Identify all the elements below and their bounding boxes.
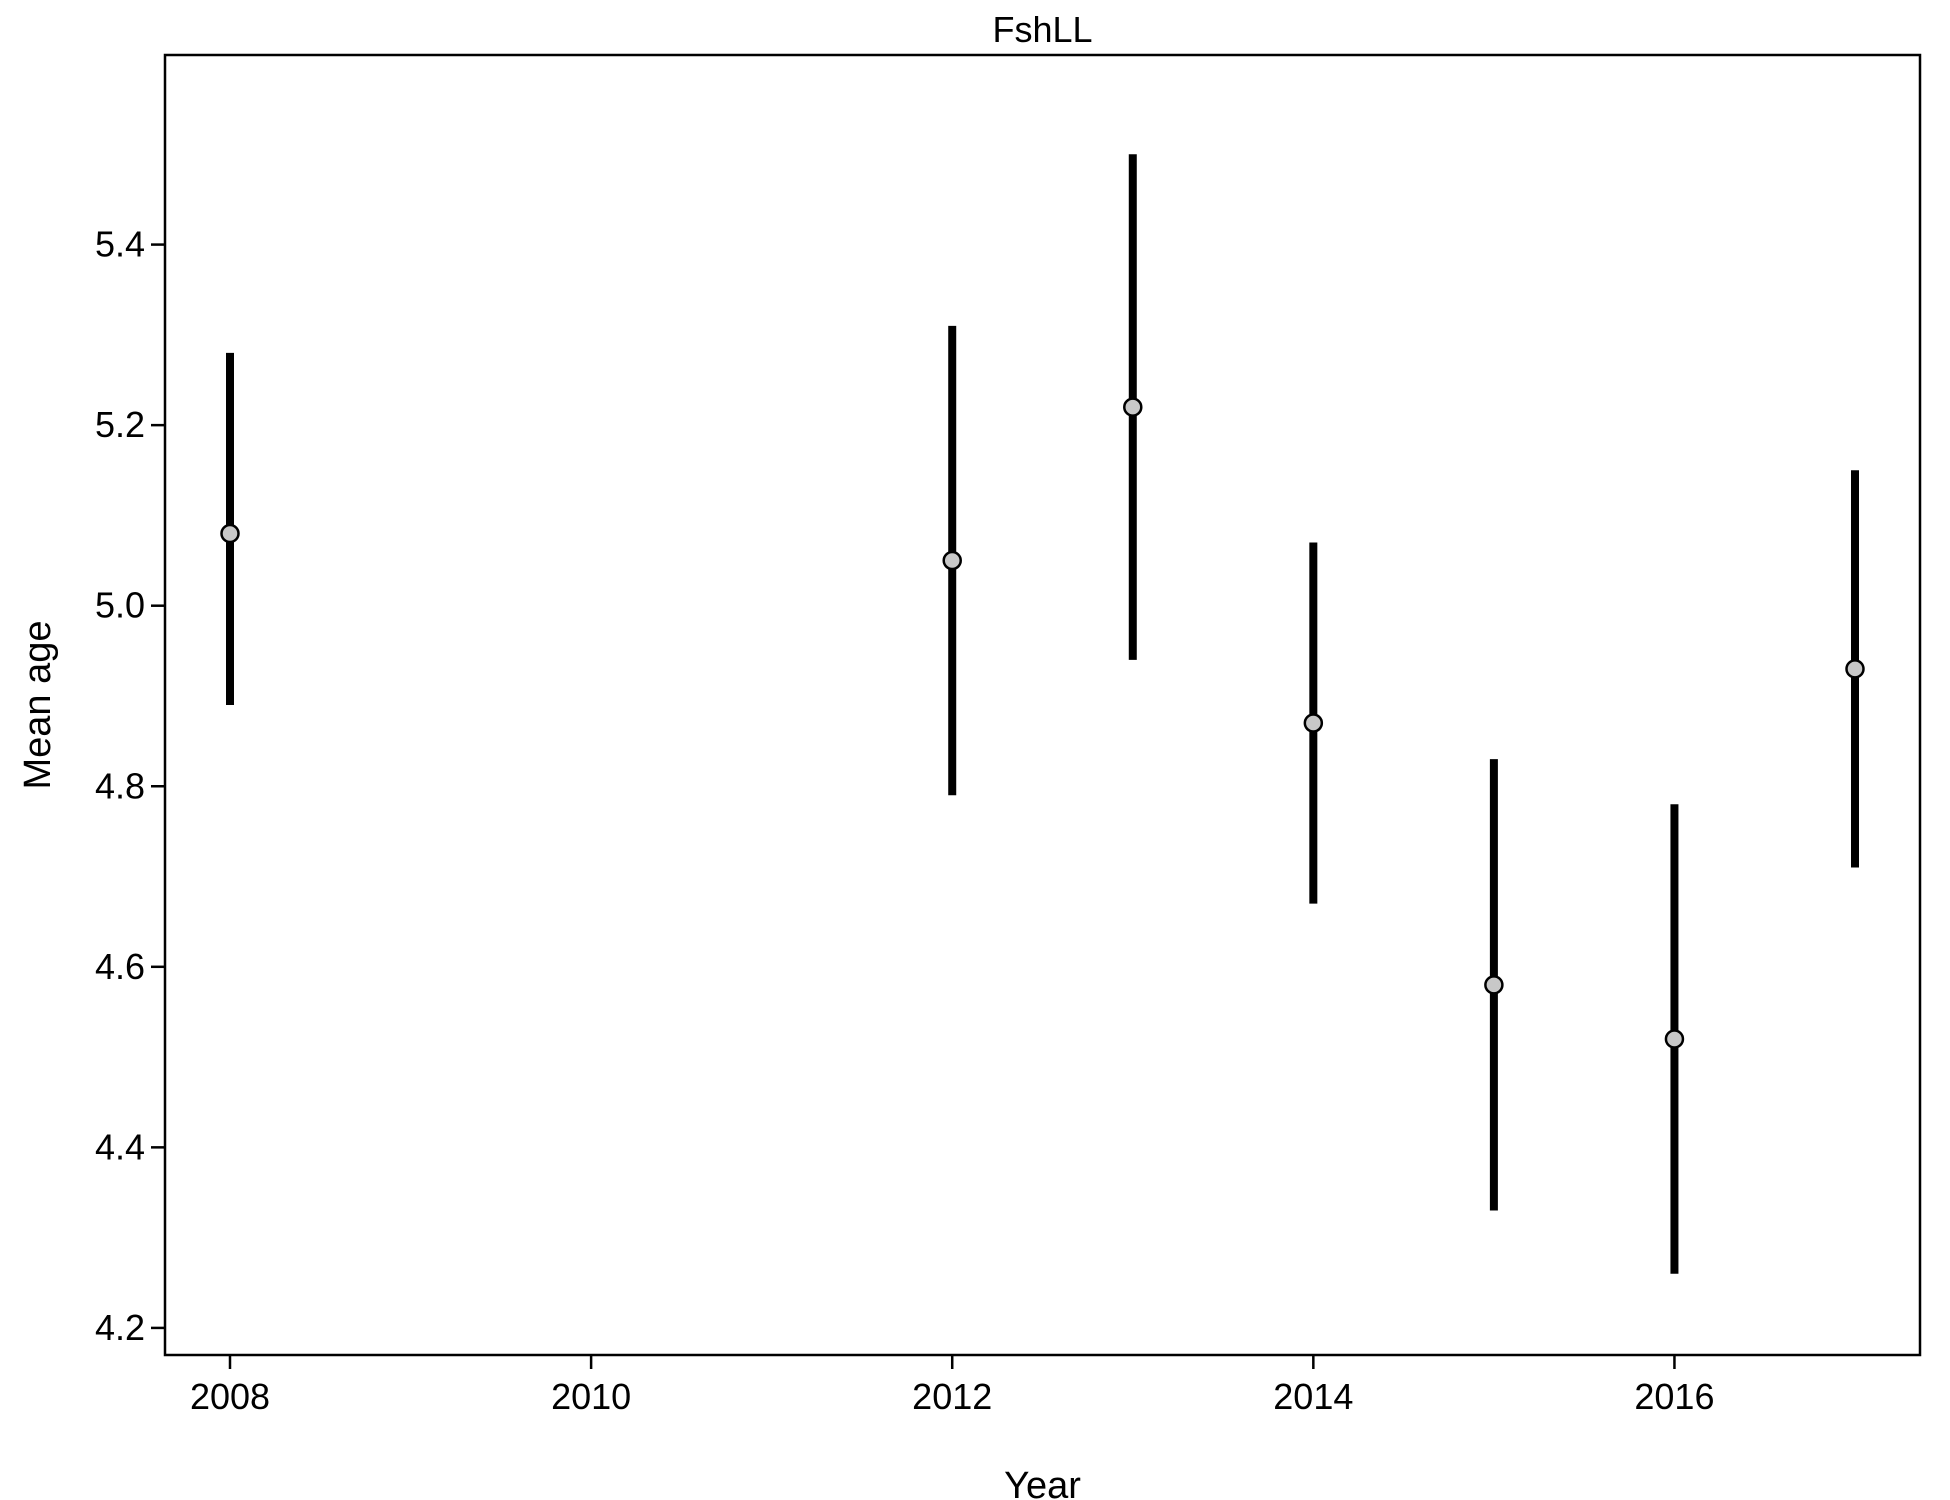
- x-tick-label: 2008: [190, 1376, 270, 1417]
- y-axis: 4.2 4.4 4.6 4.8 5.0 5.2 5.4: [95, 224, 165, 1348]
- x-axis-label: Year: [1004, 1465, 1081, 1500]
- x-tick-label: 2014: [1273, 1376, 1353, 1417]
- x-tick-label: 2012: [912, 1376, 992, 1417]
- y-tick-label: 4.8: [95, 765, 145, 806]
- data-point: [942, 550, 962, 571]
- data-point: [1123, 397, 1143, 417]
- data-point: [1303, 713, 1324, 733]
- y-tick-label: 5.2: [95, 404, 145, 445]
- plot-frame: [163, 53, 1922, 1357]
- data-point: [220, 523, 240, 544]
- y-axis-label: Mean age: [17, 620, 59, 789]
- data-marks: [220, 154, 1865, 1274]
- x-tick-label: 2016: [1634, 1376, 1714, 1417]
- data-point: [1484, 975, 1504, 995]
- y-tick-label: 5.0: [95, 585, 145, 626]
- data-point: [1664, 1029, 1685, 1049]
- y-tick-label: 4.2: [95, 1307, 145, 1348]
- y-tick-label: 4.6: [95, 946, 145, 987]
- x-tick-label: 2010: [551, 1376, 631, 1417]
- y-tick-label: 5.4: [95, 224, 145, 265]
- data-point: [1845, 659, 1865, 679]
- y-tick-label: 4.4: [95, 1126, 145, 1167]
- x-axis: 2008 2010 2012 2014 2016: [190, 1355, 1714, 1417]
- chart-title: FshLL: [992, 9, 1092, 50]
